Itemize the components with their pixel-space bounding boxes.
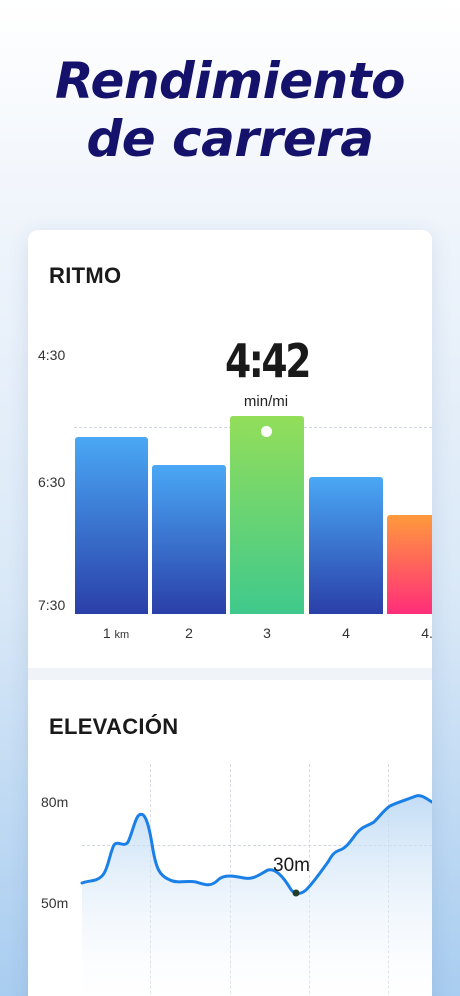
pace-highlight-unit: min/mi	[243, 393, 289, 410]
elevation-y-tick-80m: 80m	[41, 794, 69, 810]
elevation-y-tick-50m: 50m	[41, 895, 69, 911]
pace-y-tick-630: 6:30	[38, 474, 66, 490]
pace-bar-km3-selected[interactable]	[230, 416, 304, 614]
stats-card: RITMO 4:30 6:30 7:30 4:42 min/mi 1 km 2 …	[28, 230, 432, 996]
headline-line-2: de carrera	[86, 110, 374, 168]
pace-x-tick-4: 4	[342, 625, 350, 641]
pace-title: RITMO	[49, 263, 122, 288]
elevation-area	[82, 795, 432, 996]
pace-bar-km4-1[interactable]	[387, 515, 432, 614]
elevation-marker-label: 30m	[273, 855, 310, 876]
pace-bar-selected-dot	[261, 426, 272, 437]
pace-y-tick-730: 7:30	[38, 597, 66, 613]
headline: Rendimiento de carrera	[0, 52, 460, 168]
pace-x-tick-1km: 1 km	[86, 625, 146, 641]
pace-x-tick-2: 2	[185, 625, 193, 641]
elevation-line	[80, 794, 432, 895]
pace-x-tick-4-1: 4.1	[421, 625, 432, 641]
headline-line-1: Rendimiento	[55, 52, 405, 110]
pace-bar-km4[interactable]	[309, 477, 383, 614]
pace-highlight-value: 4:42	[225, 334, 311, 388]
section-divider	[28, 668, 432, 680]
pace-x-tick-1km-unit: km	[114, 629, 130, 641]
pace-y-tick-430: 4:30	[38, 347, 66, 363]
elevation-grid-v3	[309, 764, 310, 996]
elevation-chart	[80, 794, 432, 996]
pace-x-tick-3: 3	[263, 625, 271, 641]
pace-bar-km1[interactable]	[75, 437, 148, 614]
elevation-title: ELEVACIÓN	[49, 714, 179, 739]
pace-bar-km2[interactable]	[152, 465, 226, 614]
elevation-reference-line	[82, 845, 432, 846]
elevation-marker	[292, 889, 300, 897]
pace-x-tick-1km-value: 1	[102, 625, 111, 641]
